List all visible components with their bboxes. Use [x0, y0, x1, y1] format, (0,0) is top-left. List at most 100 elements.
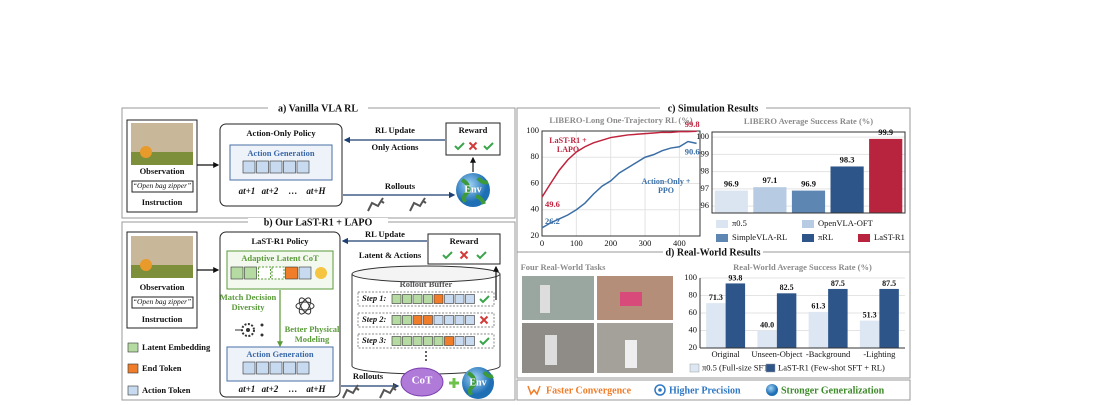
dot	[425, 355, 427, 357]
y-tick-label: 60	[689, 307, 698, 317]
step-label: Step 2:	[362, 314, 386, 324]
series-label: Action-Only + PPO	[641, 178, 691, 195]
token	[391, 294, 402, 304]
step-row	[357, 333, 495, 349]
data-label: 51.3	[863, 310, 877, 319]
x-tick-label: 100	[570, 238, 583, 248]
token	[283, 160, 296, 174]
rl-update-label: RL Update	[365, 229, 405, 239]
data-label: 87.5	[831, 279, 845, 288]
token	[391, 315, 402, 325]
cot-tokens	[230, 266, 327, 280]
highlight: Higher Precision	[669, 385, 741, 396]
physical-label: Better Physical	[285, 324, 340, 334]
plot-frame	[541, 130, 701, 237]
token	[433, 315, 444, 325]
data-label: 93.8	[728, 273, 742, 282]
legend-swatch	[765, 363, 776, 373]
legend-label: π0.5 (Full-size SFT)	[702, 362, 771, 372]
token	[298, 266, 312, 280]
token	[465, 294, 475, 304]
token	[402, 315, 412, 325]
token	[244, 266, 257, 280]
token	[402, 294, 412, 304]
legend-swatch	[802, 220, 814, 228]
cot-label: CoT	[412, 375, 433, 387]
chart-title: LIBERO Average Success Rate (%)	[744, 116, 873, 126]
data-label: 87.5	[882, 279, 896, 288]
panel-d: d) Real-World Results Four Real-World Ta…	[516, 247, 911, 379]
series-label-box: LaST-R1 + LAPO	[549, 137, 587, 154]
data-label: 98.3	[840, 154, 855, 164]
cross-icon	[479, 315, 489, 325]
token	[269, 361, 283, 375]
y-tick-label: 100	[696, 131, 709, 141]
action-symbols: at+1 at+2 … at+H	[239, 384, 327, 394]
chart-title: Real-World Average Success Rate (%)	[733, 262, 872, 272]
reward-marks	[442, 250, 487, 260]
object	[620, 292, 642, 306]
legend-swatch	[127, 363, 139, 374]
title-bg	[248, 218, 388, 227]
icon	[658, 388, 662, 392]
x-tick-label: 200	[604, 238, 617, 248]
token	[412, 294, 423, 304]
action-symbol: …	[289, 384, 298, 394]
match-label: Diversity	[231, 302, 265, 312]
bar	[869, 138, 903, 213]
token	[256, 160, 269, 174]
step-label: Step 3:	[362, 335, 386, 345]
x-tick-label: Unseen-Object	[751, 349, 803, 359]
legend-swatch	[716, 234, 728, 242]
x-tick-label: -Lighting	[863, 349, 896, 359]
series-label: LaST-R1 + LAPO	[549, 137, 587, 154]
latent-cot-label: Adaptive Latent CoT	[241, 253, 319, 263]
token	[423, 336, 433, 346]
legend-label: OpenVLA-OFT	[818, 218, 874, 228]
legend-label: π0.5	[732, 218, 747, 228]
bar	[725, 283, 746, 348]
robot-icons	[342, 384, 397, 399]
bar	[808, 311, 829, 348]
action-symbol: at+1	[239, 186, 256, 196]
robot-arm	[545, 335, 557, 365]
token	[230, 266, 244, 280]
panel-title: d) Real-World Results	[666, 247, 761, 258]
uncertain-token	[258, 266, 271, 280]
y-tick-label: 98	[701, 166, 710, 176]
token	[283, 361, 296, 375]
image-object	[140, 259, 152, 271]
highlight: Stronger Generalization	[781, 385, 885, 396]
data-label: 61.3	[811, 302, 825, 311]
bar	[879, 288, 899, 348]
reward-box	[427, 233, 501, 265]
dot	[425, 359, 427, 361]
legend-swatch	[802, 234, 814, 242]
data-label: 40.0	[760, 320, 774, 329]
token	[444, 315, 454, 325]
action-symbol: …	[289, 186, 298, 196]
token	[423, 315, 433, 325]
legend-swatch	[716, 220, 728, 228]
icon	[527, 385, 541, 396]
action-tokens	[242, 361, 310, 375]
rl-update-label: RL Update	[375, 125, 415, 135]
data-label: 82.5	[780, 283, 794, 292]
image-table	[131, 265, 193, 278]
data-label: 71.3	[709, 293, 723, 302]
rollouts-label: Rollouts	[353, 371, 384, 381]
token	[269, 160, 283, 174]
env-label: Env	[469, 377, 486, 388]
token	[296, 160, 310, 174]
token	[454, 315, 465, 325]
legend-swatch	[689, 363, 700, 373]
cot-brain	[400, 367, 444, 397]
action-symbol: at+1	[239, 384, 256, 394]
legend-swatch	[858, 234, 870, 242]
y-tick-label: 100	[526, 125, 539, 135]
data-label: 96.9	[801, 179, 816, 189]
robot-arm	[540, 285, 550, 313]
token	[242, 361, 256, 375]
robot-icon	[342, 384, 360, 399]
